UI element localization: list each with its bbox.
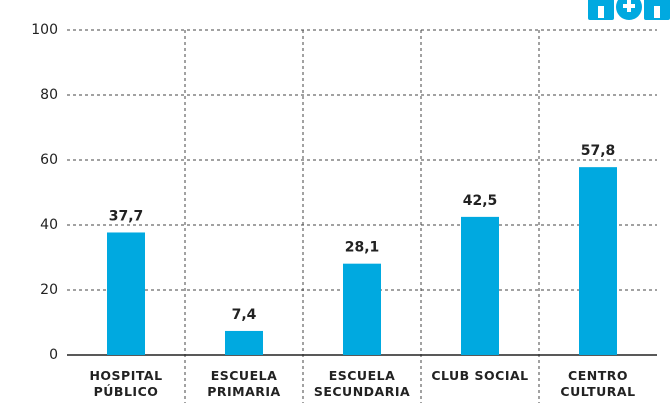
y-tick-label: 0 [49,347,58,363]
x-tick-label: CENTRO CULTURAL [560,368,636,399]
bar [107,232,145,355]
x-tick-label: ESCUELA SECUNDARIA [313,368,411,399]
y-tick-label: 100 [31,22,58,38]
bar [343,263,381,355]
value-label: 57,8 [581,143,616,159]
y-tick-label: 40 [40,217,58,233]
y-tick-label: 20 [40,282,58,298]
x-tick-label: HOSPITAL PÚBLICO [89,368,163,399]
x-tick-label: CLUB SOCIAL [431,368,529,383]
bar [225,330,263,355]
bar [461,216,499,355]
y-tick-label: 80 [40,87,58,103]
value-label: 42,5 [463,193,498,209]
bar [579,167,617,355]
x-tick-label: ESCUELA PRIMARIA [207,368,281,399]
value-label: 7,4 [232,307,257,323]
icons [588,0,670,20]
y-tick-label: 60 [40,152,58,168]
value-label: 37,7 [109,208,144,224]
value-label: 28,1 [345,240,380,256]
